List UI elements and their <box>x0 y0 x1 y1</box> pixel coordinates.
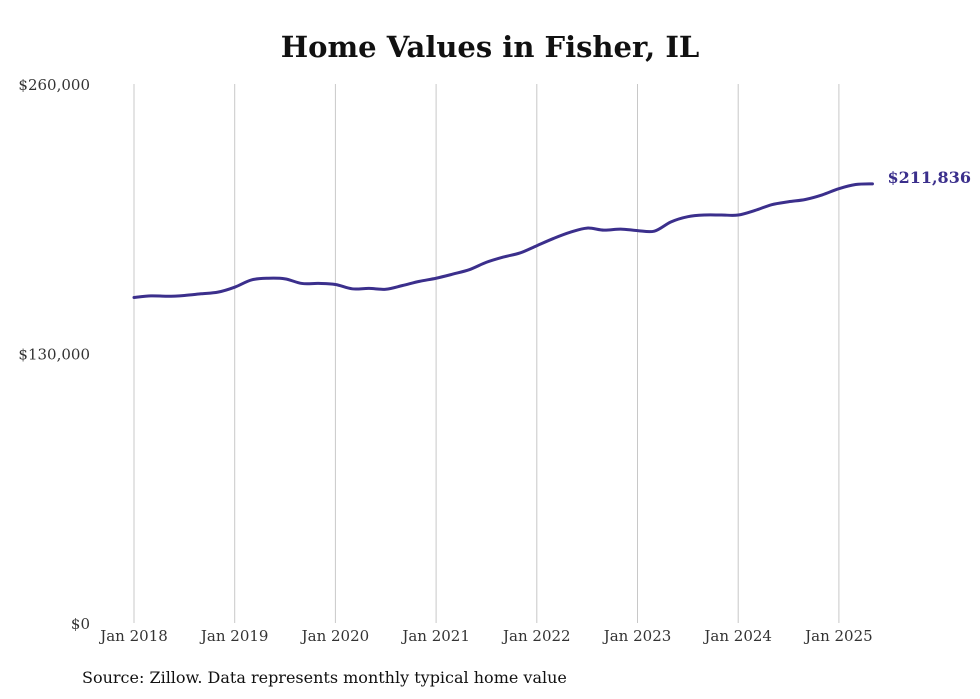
grid-layer <box>133 84 840 623</box>
end-value-label: $211,836 <box>887 168 971 187</box>
y-tick-label: $130,000 <box>18 346 90 364</box>
x-tick-label: Jan 2019 <box>199 627 269 645</box>
chart-title: Home Values in Fisher, IL <box>280 30 700 64</box>
x-tick-label: Jan 2023 <box>602 627 672 645</box>
y-axis-ticks: $0 $130,000 $260,000 <box>18 76 90 633</box>
x-tick-label: Jan 2018 <box>98 627 168 645</box>
series-layer <box>132 182 874 300</box>
y-tick-label: $0 <box>71 615 90 633</box>
x-tick-label: Jan 2021 <box>400 627 470 645</box>
series-line <box>132 182 874 300</box>
x-axis-ticks: Jan 2018 Jan 2019 Jan 2020 Jan 2021 Jan 2022… <box>98 627 872 645</box>
y-tick-label: $260,000 <box>18 76 90 94</box>
source-note: Source: Zillow. Data represents monthly … <box>82 668 567 687</box>
x-tick-label: Jan 2022 <box>501 627 571 645</box>
x-tick-label: Jan 2020 <box>300 627 370 645</box>
label-layer: $211,836 <box>887 168 971 187</box>
x-tick-label: Jan 2025 <box>803 627 873 645</box>
x-tick-label: Jan 2024 <box>702 627 772 645</box>
